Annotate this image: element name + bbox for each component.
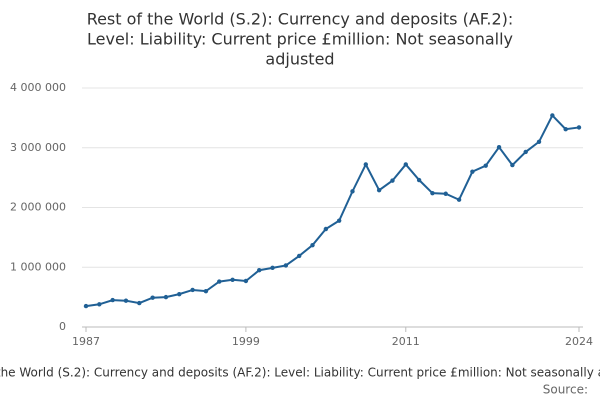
data-point	[456, 197, 462, 202]
data-point	[310, 242, 315, 248]
data-point	[403, 162, 408, 167]
data-point	[350, 189, 355, 194]
data-point	[563, 127, 568, 132]
data-point	[150, 295, 155, 300]
data-point	[243, 278, 249, 284]
data-point	[190, 287, 195, 293]
x-tick-label: 2024	[565, 335, 593, 348]
data-point	[110, 297, 115, 303]
data-point	[430, 190, 435, 196]
data-point	[137, 300, 142, 306]
chart-title: Level: Liability: Current price £million…	[87, 30, 513, 49]
data-point	[123, 298, 129, 303]
data-point	[416, 177, 422, 183]
x-tick-label: 1999	[232, 335, 260, 348]
data-point	[270, 265, 275, 271]
data-point	[336, 218, 342, 223]
data-point	[536, 139, 542, 144]
data-point	[257, 268, 262, 273]
source-label: Source:	[543, 383, 588, 397]
data-point	[230, 277, 235, 282]
data-point	[376, 187, 382, 193]
data-point	[163, 294, 169, 300]
x-tick-label: 1987	[72, 335, 100, 348]
data-point	[443, 191, 448, 196]
data-point	[510, 162, 515, 168]
data-point	[576, 125, 582, 130]
data-point	[97, 302, 102, 307]
chart-title: Rest of the World (S.2): Currency and de…	[87, 10, 514, 29]
data-point	[296, 253, 302, 259]
data-point	[550, 113, 555, 118]
data-point	[177, 291, 182, 297]
data-point	[523, 149, 528, 155]
data-point	[483, 163, 488, 168]
data-point	[83, 303, 89, 309]
x-tick-label: 2011	[392, 335, 420, 348]
data-point	[217, 279, 222, 284]
data-point	[390, 178, 395, 183]
y-tick-label: 4 000 000	[10, 81, 66, 94]
y-tick-label: 1 000 000	[10, 260, 66, 273]
data-point	[203, 288, 209, 294]
y-tick-label: 3 000 000	[10, 141, 66, 154]
y-tick-label: 0	[59, 320, 66, 333]
data-point	[470, 169, 475, 174]
data-point	[323, 226, 329, 232]
y-tick-label: 2 000 000	[10, 201, 66, 214]
data-point	[363, 162, 369, 167]
series-line	[85, 113, 580, 308]
chart-title: adjusted	[265, 50, 334, 69]
data-point	[283, 263, 289, 268]
data-point	[496, 144, 502, 150]
caption: Rest of the World (S.2): Currency and de…	[0, 366, 600, 380]
